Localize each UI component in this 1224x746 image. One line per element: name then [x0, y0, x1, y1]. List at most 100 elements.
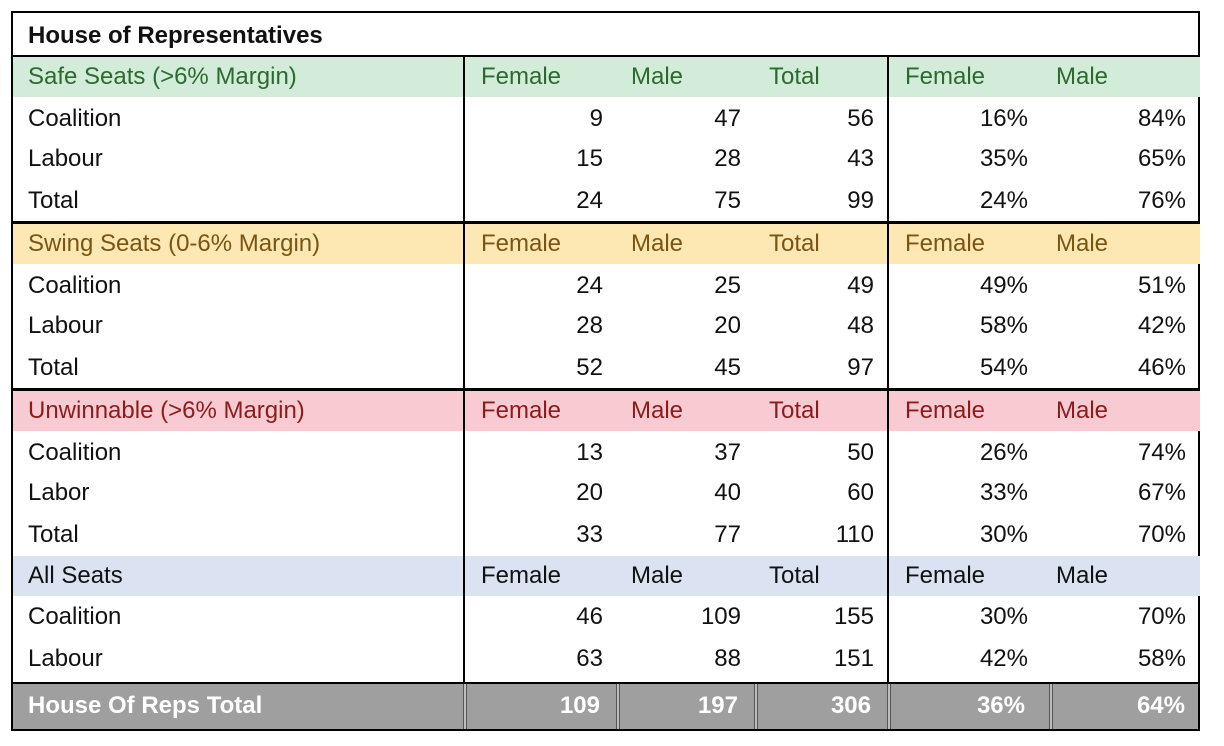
- section-label: Safe Seats (>6% Margin): [28, 63, 297, 90]
- male-cell: 77: [714, 521, 741, 548]
- col-header-female-pct: Female: [905, 63, 986, 90]
- male-cell: 37: [714, 439, 741, 466]
- section-header-safe: Safe Seats (>6% Margin) Female Male Tota…: [13, 57, 1200, 97]
- male-pct-cell: 42%: [1137, 312, 1186, 339]
- section-label: Unwinnable (>6% Margin): [28, 397, 305, 424]
- col-header-total: Total: [769, 562, 820, 589]
- male-pct-cell: 51%: [1137, 272, 1186, 299]
- grand-total-female-pct: 36%: [976, 692, 1025, 719]
- female-pct-cell: 26%: [979, 439, 1028, 466]
- female-cell: 63: [576, 645, 603, 672]
- col-header-male: Male: [631, 230, 684, 257]
- table-title: House of Representatives: [28, 22, 323, 49]
- table-row: Coalition 9 47 56 16% 84%: [13, 99, 1200, 139]
- grand-total-female: 109: [559, 692, 600, 719]
- total-cell: 56: [847, 105, 874, 132]
- col-header-female-pct: Female: [905, 397, 986, 424]
- male-cell: 75: [714, 187, 741, 214]
- table-row: Labour 63 88 151 42% 58%: [13, 639, 1200, 679]
- col-header-female: Female: [481, 63, 562, 90]
- section-header-swing: Swing Seats (0-6% Margin) Female Male To…: [13, 224, 1200, 264]
- total-divider: [754, 684, 758, 729]
- male-pct-cell: 74%: [1137, 439, 1186, 466]
- table-row: Labour 15 28 43 35% 65%: [13, 139, 1200, 179]
- table-row: Coalition 46 109 155 30% 70%: [13, 597, 1200, 637]
- section-header-all: All Seats Female Male Total Female Male: [13, 556, 1200, 596]
- female-pct-cell: 30%: [979, 603, 1028, 630]
- table-row: Labour 28 20 48 58% 42%: [13, 306, 1200, 346]
- female-cell: 33: [576, 521, 603, 548]
- total-cell: 97: [847, 354, 874, 381]
- male-pct-cell: 46%: [1137, 354, 1186, 381]
- col-header-male: Male: [631, 63, 684, 90]
- total-divider: [616, 684, 620, 729]
- female-pct-cell: 24%: [979, 187, 1028, 214]
- female-pct-cell: 16%: [979, 105, 1028, 132]
- male-pct-cell: 84%: [1137, 105, 1186, 132]
- section-divider: [13, 221, 1200, 224]
- table-row: Coalition 13 37 50 26% 74%: [13, 433, 1200, 473]
- column-divider: [463, 57, 465, 682]
- female-cell: 13: [576, 439, 603, 466]
- section-divider: [13, 388, 1200, 391]
- col-header-female-pct: Female: [905, 230, 986, 257]
- col-header-female: Female: [481, 562, 562, 589]
- table-row: Labor 20 40 60 33% 67%: [13, 473, 1200, 513]
- female-pct-cell: 42%: [979, 645, 1028, 672]
- female-cell: 9: [589, 105, 603, 132]
- section-label: Swing Seats (0-6% Margin): [28, 230, 321, 257]
- male-cell: 40: [714, 479, 741, 506]
- col-header-total: Total: [769, 230, 820, 257]
- col-header-male: Male: [631, 397, 684, 424]
- total-cell: 151: [833, 645, 874, 672]
- female-cell: 15: [576, 145, 603, 172]
- male-pct-cell: 58%: [1137, 645, 1186, 672]
- title-row: House of Representatives: [11, 11, 1200, 57]
- female-cell: 28: [576, 312, 603, 339]
- male-cell: 45: [714, 354, 741, 381]
- total-divider: [463, 684, 467, 729]
- party-cell: Labour: [28, 312, 103, 339]
- female-pct-cell: 54%: [979, 354, 1028, 381]
- section-header-unwinnable: Unwinnable (>6% Margin) Female Male Tota…: [13, 391, 1200, 431]
- grand-total-total: 306: [830, 692, 871, 719]
- total-cell: 48: [847, 312, 874, 339]
- female-cell: 46: [576, 603, 603, 630]
- col-header-male: Male: [631, 562, 684, 589]
- female-cell: 20: [576, 479, 603, 506]
- party-cell: Labour: [28, 145, 103, 172]
- table-row: Total 24 75 99 24% 76%: [13, 181, 1200, 221]
- total-cell: 110: [835, 521, 874, 548]
- total-cell: 43: [847, 145, 874, 172]
- grand-total-male: 197: [697, 692, 738, 719]
- male-pct-cell: 70%: [1137, 603, 1186, 630]
- column-divider: [887, 57, 889, 682]
- male-pct-cell: 65%: [1137, 145, 1186, 172]
- party-cell: Coalition: [28, 603, 122, 630]
- total-cell: 99: [847, 187, 874, 214]
- table-row: Total 52 45 97 54% 46%: [13, 348, 1200, 388]
- party-cell: Coalition: [28, 105, 122, 132]
- col-header-male-pct: Male: [1056, 230, 1109, 257]
- female-pct-cell: 30%: [979, 521, 1028, 548]
- party-cell: Coalition: [28, 272, 122, 299]
- total-cell: 50: [847, 439, 874, 466]
- male-pct-cell: 76%: [1137, 187, 1186, 214]
- grand-total-row: House Of Reps Total 109 197 306 36% 64%: [11, 682, 1200, 731]
- party-cell: Coalition: [28, 439, 122, 466]
- male-cell: 88: [714, 645, 741, 672]
- female-pct-cell: 49%: [979, 272, 1028, 299]
- female-cell: 24: [576, 187, 603, 214]
- col-header-male-pct: Male: [1056, 63, 1109, 90]
- col-header-female: Female: [481, 397, 562, 424]
- section-label: All Seats: [28, 562, 123, 589]
- col-header-male-pct: Male: [1056, 397, 1109, 424]
- col-header-total: Total: [769, 63, 820, 90]
- party-cell: Labour: [28, 645, 103, 672]
- female-cell: 52: [576, 354, 603, 381]
- total-cell: 49: [847, 272, 874, 299]
- total-cell: 155: [833, 603, 874, 630]
- col-header-total: Total: [769, 397, 820, 424]
- party-cell: Labor: [28, 479, 90, 506]
- male-pct-cell: 70%: [1137, 521, 1186, 548]
